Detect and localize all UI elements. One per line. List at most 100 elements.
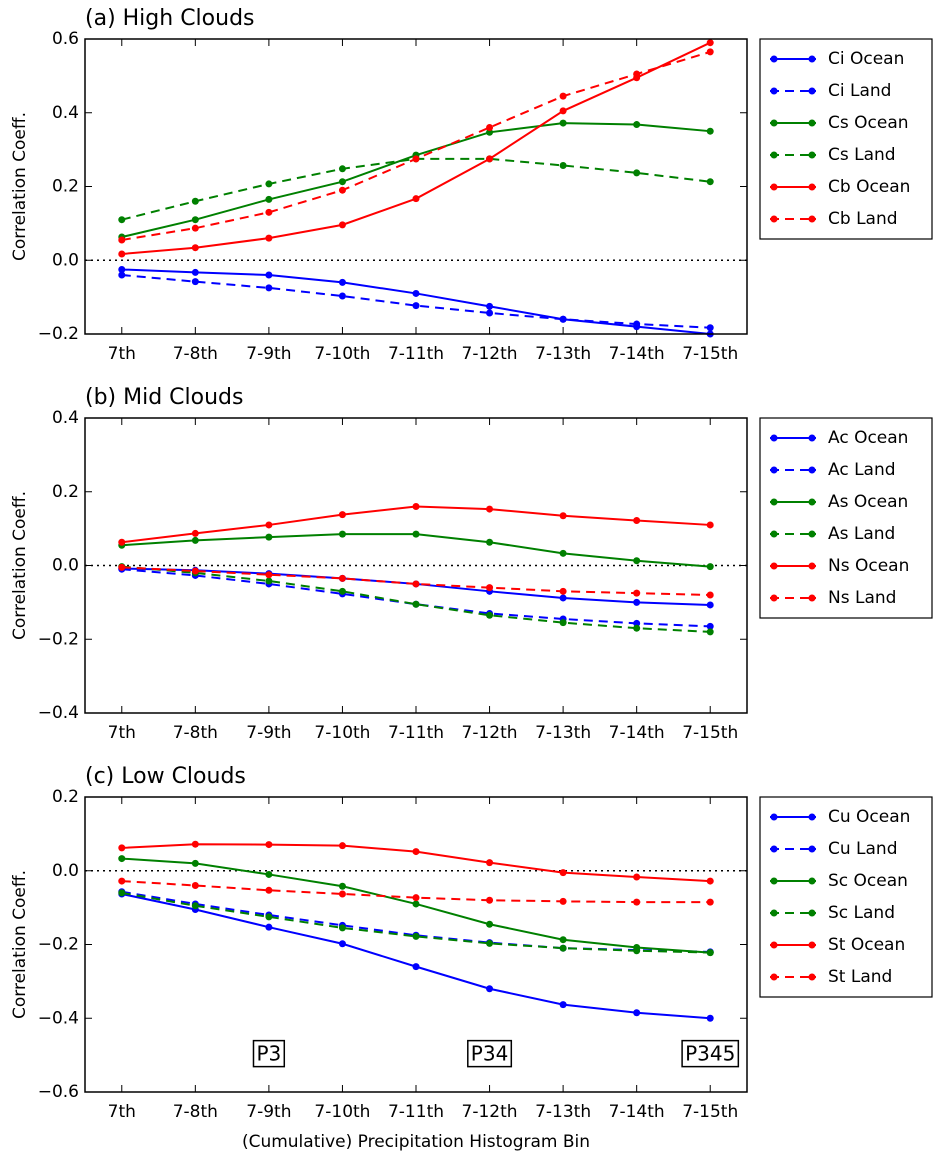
legend-marker	[770, 434, 778, 442]
data-point	[412, 932, 420, 940]
legend-marker	[770, 498, 778, 506]
legend-marker	[808, 877, 816, 885]
legend-label: Cb Land	[828, 209, 898, 229]
data-point	[633, 624, 641, 632]
data-point	[486, 896, 494, 904]
data-point	[118, 250, 126, 258]
x-tick-label: 7-10th	[314, 723, 370, 743]
data-point	[412, 580, 420, 588]
legend-marker	[770, 119, 778, 127]
data-point	[706, 877, 714, 885]
data-point	[633, 70, 641, 78]
annotation-box	[467, 1039, 513, 1068]
series-line	[121, 893, 711, 1020]
legend-marker	[770, 941, 778, 949]
x-tick-label: 7-13th	[535, 1102, 591, 1122]
data-point	[265, 195, 273, 203]
data-point	[559, 107, 567, 115]
data-point	[338, 186, 346, 194]
legend-label: Ac Ocean	[828, 428, 908, 448]
data-point	[338, 882, 346, 890]
legend-label: Ac Land	[828, 460, 896, 480]
data-point	[706, 601, 714, 609]
y-axis-label: Correlation Coeff.	[10, 491, 30, 640]
legend-marker	[808, 215, 816, 223]
legend-marker	[808, 813, 816, 821]
data-point	[633, 320, 641, 328]
series-line	[121, 41, 711, 255]
data-point	[338, 574, 346, 582]
y-tick-label: −0.2	[38, 629, 79, 649]
x-tick-label: 7-10th	[314, 344, 370, 364]
y-tick-label: −0.2	[38, 324, 79, 344]
panel-title: (a) High Clouds	[85, 6, 255, 31]
data-point	[118, 236, 126, 244]
y-tick-label: 0.2	[52, 177, 79, 197]
y-tick-label: 0.6	[52, 29, 79, 49]
data-point	[412, 302, 420, 310]
data-point	[265, 284, 273, 292]
data-point	[191, 859, 199, 867]
legend-label: Ns Ocean	[828, 556, 909, 576]
data-point	[633, 169, 641, 177]
x-tick-label: 7th	[108, 723, 136, 743]
x-tick-label: 7-8th	[173, 723, 218, 743]
x-tick-label: 7-9th	[246, 1102, 291, 1122]
x-tick-label: 7-13th	[535, 344, 591, 364]
data-point	[706, 628, 714, 636]
legend-marker	[808, 530, 816, 538]
data-point	[191, 216, 199, 224]
legend-label: Cu Ocean	[828, 807, 910, 827]
data-point	[486, 985, 494, 993]
legend-marker	[808, 498, 816, 506]
data-point	[706, 1014, 714, 1022]
data-point	[118, 216, 126, 224]
legend-marker	[770, 530, 778, 538]
data-point	[191, 536, 199, 544]
legend-label: Sc Ocean	[828, 871, 908, 891]
data-point	[486, 302, 494, 310]
annotation: P3	[256, 1042, 281, 1066]
data-point	[486, 155, 494, 163]
plot-frame	[84, 796, 748, 1093]
legend-label: Cb Ocean	[828, 177, 910, 197]
series-line	[121, 157, 711, 221]
data-point	[559, 549, 567, 557]
data-point	[412, 963, 420, 971]
data-point	[412, 289, 420, 297]
legend-marker	[770, 183, 778, 191]
data-point	[486, 128, 494, 136]
data-point	[633, 517, 641, 525]
x-tick-label: 7-15th	[682, 1102, 738, 1122]
data-point	[338, 165, 346, 173]
legend-marker	[808, 594, 816, 602]
legend-marker	[770, 877, 778, 885]
data-point	[706, 324, 714, 332]
data-point	[265, 577, 273, 585]
data-point	[191, 197, 199, 205]
data-point	[191, 529, 199, 537]
data-point	[559, 1001, 567, 1009]
data-point	[706, 622, 714, 630]
y-tick-label: −0.4	[38, 1008, 79, 1028]
x-tick-label: 7-12th	[462, 344, 518, 364]
data-point	[412, 530, 420, 538]
data-point	[265, 913, 273, 921]
x-tick-label: 7-12th	[462, 1102, 518, 1122]
x-tick-label: 7-13th	[535, 723, 591, 743]
annotation-box	[252, 1039, 286, 1068]
annotation: P34	[471, 1042, 509, 1066]
legend-marker	[808, 434, 816, 442]
data-point	[118, 889, 126, 897]
data-point	[559, 92, 567, 100]
legend-label: Ci Land	[828, 81, 891, 101]
data-point	[559, 315, 567, 323]
data-point	[559, 944, 567, 952]
data-point	[265, 870, 273, 878]
data-point	[412, 600, 420, 608]
data-point	[412, 155, 420, 163]
data-point	[559, 897, 567, 905]
data-point	[191, 882, 199, 889]
data-point	[633, 619, 641, 627]
